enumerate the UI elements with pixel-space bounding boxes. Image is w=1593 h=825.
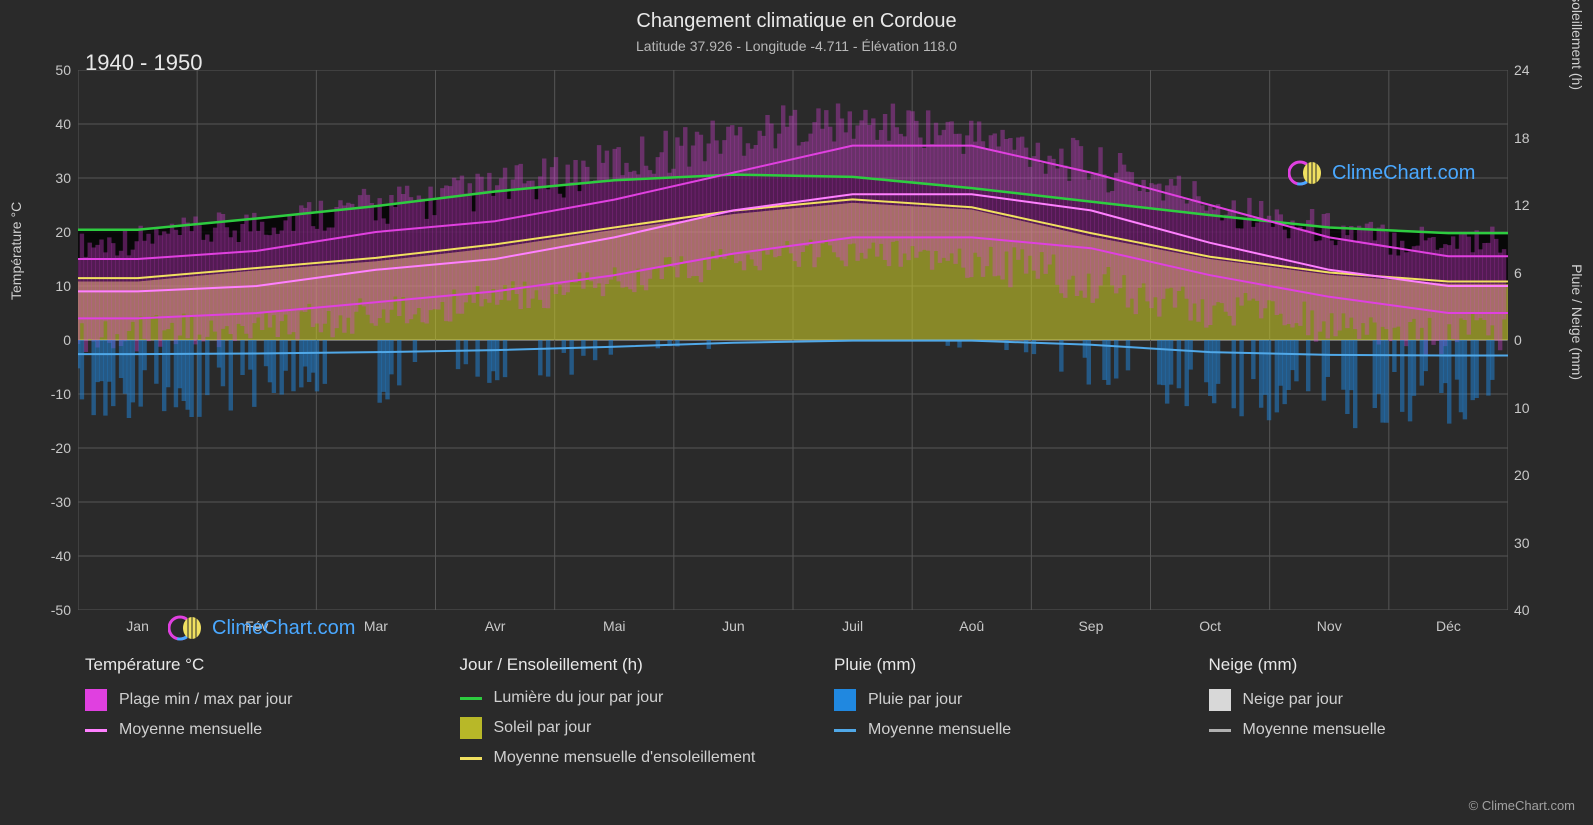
- y-axis-right-bottom-label: Pluie / Neige (mm): [1569, 264, 1585, 380]
- x-tick: Mai: [603, 618, 626, 634]
- y-tick-left: 50: [21, 62, 71, 78]
- watermark-logo: ClimeChart.com: [1288, 155, 1475, 191]
- legend-label: Moyenne mensuelle: [119, 721, 262, 739]
- y-axis-right-top-label: Jour / Ensoleillement (h): [1569, 0, 1585, 90]
- legend-label: Plage min / max par jour: [119, 691, 292, 709]
- y-tick-right: 10: [1514, 400, 1564, 416]
- legend-item: Moyenne mensuelle: [85, 721, 440, 739]
- legend: Température °C Plage min / max par jour Mo…: [85, 655, 1563, 767]
- legend-item: Moyenne mensuelle: [1209, 721, 1564, 739]
- legend-swatch: [460, 757, 482, 760]
- logo-icon: [168, 610, 204, 646]
- x-tick: Juil: [842, 618, 863, 634]
- y-tick-right: 40: [1514, 602, 1564, 618]
- y-tick-left: -20: [21, 440, 71, 456]
- x-tick: Déc: [1436, 618, 1461, 634]
- legend-label: Moyenne mensuelle: [1243, 721, 1386, 739]
- legend-label: Moyenne mensuelle d'ensoleillement: [494, 749, 756, 767]
- x-tick: Mar: [364, 618, 388, 634]
- climate-chart: Changement climatique en Cordoue Latitud…: [0, 0, 1593, 825]
- x-tick: Aoû: [959, 618, 984, 634]
- legend-group: Neige (mm) Neige par jour Moyenne mensuell…: [1209, 655, 1564, 767]
- chart-svg: [78, 70, 1508, 610]
- legend-item: Pluie par jour: [834, 689, 1189, 711]
- logo-text: ClimeChart.com: [1332, 162, 1475, 185]
- legend-heading: Jour / Ensoleillement (h): [460, 655, 815, 675]
- y-tick-right: 0: [1514, 332, 1564, 348]
- legend-swatch: [85, 729, 107, 732]
- y-tick-left: 20: [21, 224, 71, 240]
- legend-swatch: [834, 689, 856, 711]
- legend-swatch: [460, 717, 482, 739]
- legend-group: Jour / Ensoleillement (h) Lumière du jour…: [460, 655, 815, 767]
- y-tick-right: 30: [1514, 535, 1564, 551]
- y-tick-left: -50: [21, 602, 71, 618]
- logo-text: ClimeChart.com: [212, 617, 355, 640]
- legend-label: Pluie par jour: [868, 691, 962, 709]
- x-tick: Jun: [722, 618, 745, 634]
- y-tick-left: -10: [21, 386, 71, 402]
- y-tick-right: 20: [1514, 467, 1564, 483]
- y-tick-right: 12: [1514, 197, 1564, 213]
- plot-area: [78, 70, 1508, 610]
- x-tick: Avr: [485, 618, 506, 634]
- legend-item: Plage min / max par jour: [85, 689, 440, 711]
- x-tick: Nov: [1317, 618, 1342, 634]
- x-tick: Oct: [1199, 618, 1221, 634]
- watermark-logo: ClimeChart.com: [168, 610, 355, 646]
- legend-swatch: [85, 689, 107, 711]
- y-tick-left: -30: [21, 494, 71, 510]
- legend-label: Soleil par jour: [494, 719, 592, 737]
- chart-title: Changement climatique en Cordoue: [0, 10, 1593, 33]
- legend-item: Lumière du jour par jour: [460, 689, 815, 707]
- legend-heading: Neige (mm): [1209, 655, 1564, 675]
- y-tick-left: 0: [21, 332, 71, 348]
- legend-item: Soleil par jour: [460, 717, 815, 739]
- y-tick-right: 24: [1514, 62, 1564, 78]
- legend-item: Moyenne mensuelle: [834, 721, 1189, 739]
- copyright: © ClimeChart.com: [1469, 798, 1575, 813]
- legend-swatch: [834, 729, 856, 732]
- x-tick: Jan: [126, 618, 149, 634]
- y-tick-left: 40: [21, 116, 71, 132]
- legend-group: Température °C Plage min / max par jour Mo…: [85, 655, 440, 767]
- legend-label: Lumière du jour par jour: [494, 689, 664, 707]
- legend-group: Pluie (mm) Pluie par jour Moyenne mensuell…: [834, 655, 1189, 767]
- legend-item: Moyenne mensuelle d'ensoleillement: [460, 749, 815, 767]
- y-tick-right: 18: [1514, 130, 1564, 146]
- legend-swatch: [460, 697, 482, 700]
- chart-subtitle: Latitude 37.926 - Longitude -4.711 - Élé…: [0, 38, 1593, 54]
- x-tick: Sep: [1078, 618, 1103, 634]
- legend-label: Moyenne mensuelle: [868, 721, 1011, 739]
- logo-icon: [1288, 155, 1324, 191]
- y-tick-left: 30: [21, 170, 71, 186]
- legend-heading: Pluie (mm): [834, 655, 1189, 675]
- y-tick-right: 6: [1514, 265, 1564, 281]
- legend-label: Neige par jour: [1243, 691, 1344, 709]
- legend-swatch: [1209, 729, 1231, 732]
- y-tick-left: 10: [21, 278, 71, 294]
- y-tick-left: -40: [21, 548, 71, 564]
- legend-item: Neige par jour: [1209, 689, 1564, 711]
- legend-swatch: [1209, 689, 1231, 711]
- legend-heading: Température °C: [85, 655, 440, 675]
